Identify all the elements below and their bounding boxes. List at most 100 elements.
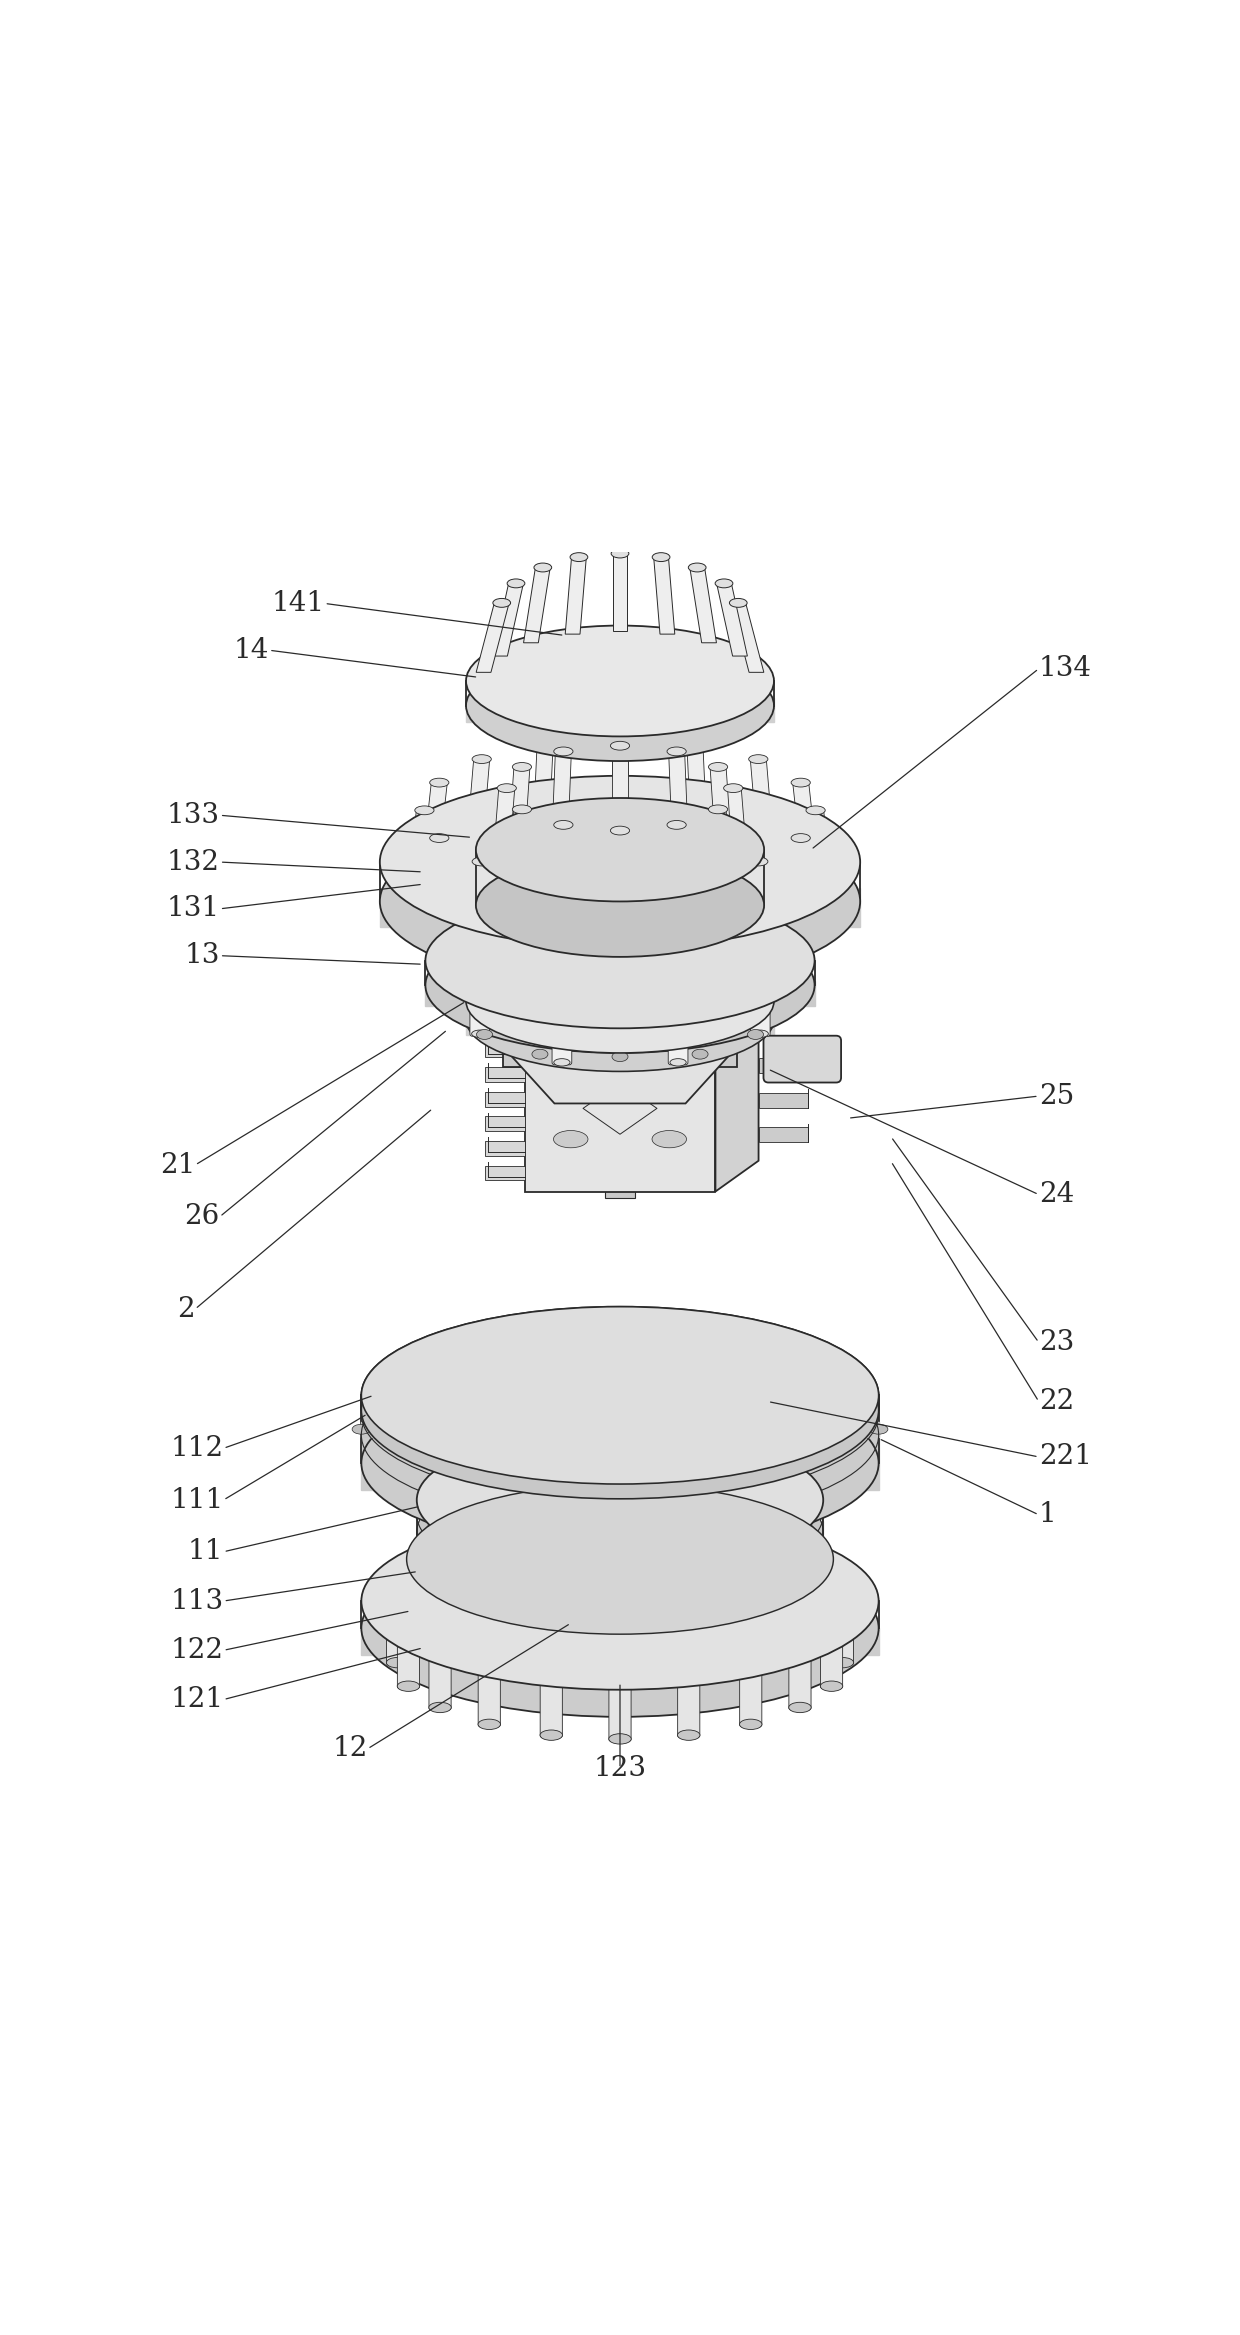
- Polygon shape: [613, 738, 627, 789]
- Ellipse shape: [791, 778, 810, 787]
- Polygon shape: [417, 1522, 823, 1592]
- Ellipse shape: [652, 691, 665, 698]
- Ellipse shape: [789, 1550, 811, 1562]
- Ellipse shape: [821, 1571, 843, 1583]
- FancyBboxPatch shape: [470, 957, 490, 995]
- Ellipse shape: [379, 815, 861, 988]
- Ellipse shape: [532, 1048, 548, 1060]
- Bar: [485, 1116, 525, 1130]
- Ellipse shape: [567, 649, 578, 654]
- Ellipse shape: [637, 1319, 655, 1329]
- Ellipse shape: [739, 1534, 761, 1543]
- FancyBboxPatch shape: [429, 1644, 451, 1709]
- Ellipse shape: [430, 834, 449, 843]
- Polygon shape: [613, 745, 627, 808]
- Ellipse shape: [522, 1002, 536, 1009]
- Ellipse shape: [512, 806, 532, 815]
- Polygon shape: [525, 995, 759, 1025]
- Polygon shape: [503, 981, 737, 1104]
- Polygon shape: [792, 782, 815, 834]
- Polygon shape: [717, 584, 748, 656]
- Ellipse shape: [413, 1408, 432, 1417]
- Ellipse shape: [554, 1058, 570, 1067]
- Ellipse shape: [613, 1649, 627, 1658]
- Ellipse shape: [799, 829, 815, 838]
- FancyBboxPatch shape: [609, 1674, 631, 1742]
- Ellipse shape: [453, 1343, 470, 1352]
- Ellipse shape: [565, 1399, 584, 1408]
- Ellipse shape: [472, 857, 491, 866]
- Ellipse shape: [692, 1004, 708, 1016]
- Ellipse shape: [554, 820, 573, 829]
- Ellipse shape: [554, 747, 573, 757]
- Ellipse shape: [686, 738, 704, 747]
- Polygon shape: [510, 810, 529, 871]
- Ellipse shape: [821, 1620, 843, 1630]
- Polygon shape: [711, 810, 730, 871]
- Ellipse shape: [476, 1030, 492, 1039]
- Ellipse shape: [689, 792, 706, 799]
- Text: 13: 13: [185, 941, 219, 969]
- Text: 25: 25: [1039, 1083, 1074, 1109]
- Ellipse shape: [687, 1322, 704, 1333]
- Polygon shape: [553, 752, 572, 813]
- Polygon shape: [469, 759, 490, 810]
- Polygon shape: [807, 810, 830, 862]
- Ellipse shape: [466, 969, 774, 1072]
- Polygon shape: [792, 838, 815, 890]
- Ellipse shape: [417, 1499, 823, 1644]
- Ellipse shape: [425, 829, 441, 838]
- Ellipse shape: [697, 696, 709, 700]
- Ellipse shape: [397, 1620, 419, 1630]
- Ellipse shape: [541, 1670, 563, 1679]
- Ellipse shape: [823, 1389, 841, 1401]
- Ellipse shape: [614, 658, 626, 665]
- Ellipse shape: [755, 908, 771, 918]
- Ellipse shape: [652, 1130, 687, 1149]
- Ellipse shape: [709, 677, 722, 684]
- Ellipse shape: [656, 1399, 675, 1408]
- Ellipse shape: [748, 1030, 764, 1039]
- Polygon shape: [361, 1422, 879, 1436]
- Text: 122: 122: [170, 1637, 223, 1665]
- Ellipse shape: [397, 1571, 419, 1583]
- Ellipse shape: [799, 885, 815, 894]
- FancyBboxPatch shape: [558, 943, 583, 997]
- Ellipse shape: [476, 852, 764, 957]
- FancyBboxPatch shape: [397, 1623, 419, 1688]
- Polygon shape: [466, 698, 774, 722]
- Polygon shape: [525, 1025, 715, 1191]
- Polygon shape: [407, 1581, 833, 1595]
- Ellipse shape: [704, 1002, 718, 1009]
- Ellipse shape: [708, 806, 728, 815]
- Polygon shape: [553, 824, 572, 887]
- Ellipse shape: [405, 1373, 423, 1382]
- Polygon shape: [469, 862, 490, 913]
- Text: 221: 221: [1039, 1443, 1091, 1471]
- Ellipse shape: [429, 1550, 451, 1562]
- Polygon shape: [750, 759, 771, 810]
- Ellipse shape: [724, 785, 743, 792]
- Ellipse shape: [466, 950, 774, 1053]
- FancyBboxPatch shape: [821, 1623, 843, 1688]
- Polygon shape: [613, 883, 627, 934]
- Ellipse shape: [652, 553, 670, 560]
- Ellipse shape: [352, 1424, 371, 1434]
- Ellipse shape: [407, 1485, 833, 1634]
- Ellipse shape: [387, 1595, 409, 1606]
- Ellipse shape: [469, 1581, 485, 1590]
- FancyBboxPatch shape: [429, 1553, 451, 1620]
- Ellipse shape: [808, 1408, 827, 1417]
- Ellipse shape: [567, 708, 578, 715]
- Polygon shape: [410, 810, 433, 862]
- Text: 23: 23: [1039, 1329, 1074, 1357]
- Text: 22: 22: [1039, 1387, 1074, 1415]
- Ellipse shape: [523, 1639, 539, 1646]
- Ellipse shape: [522, 913, 536, 920]
- Ellipse shape: [518, 677, 531, 684]
- Ellipse shape: [512, 764, 532, 771]
- Ellipse shape: [361, 1513, 879, 1691]
- Text: 133: 133: [166, 801, 219, 829]
- Ellipse shape: [749, 857, 768, 866]
- Polygon shape: [503, 1046, 737, 1067]
